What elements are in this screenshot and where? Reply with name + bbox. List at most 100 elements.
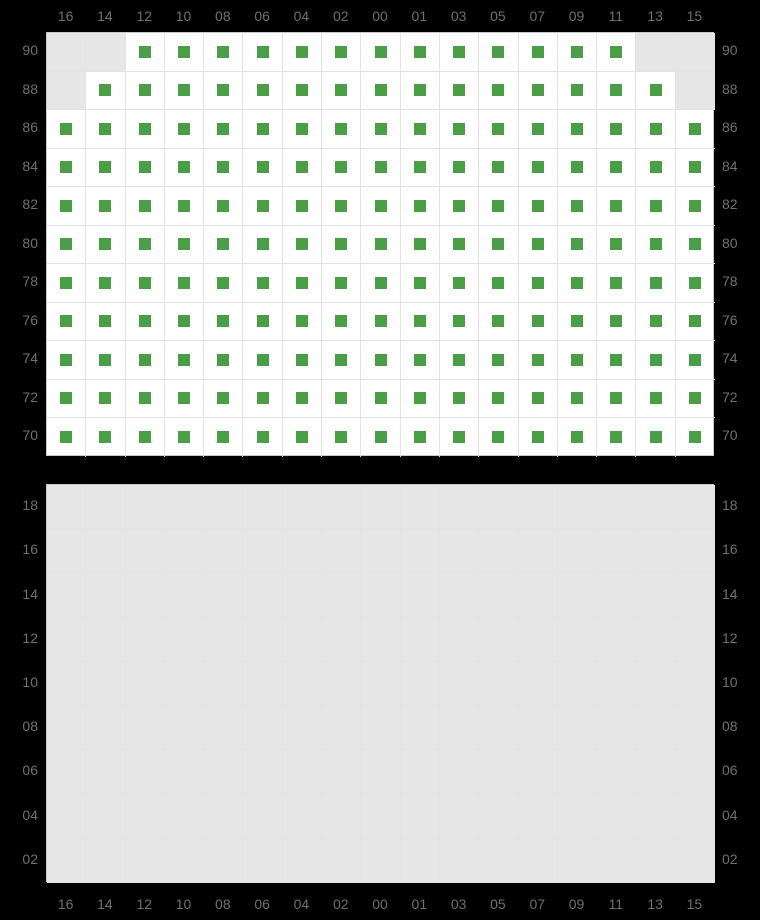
well-cell[interactable] bbox=[86, 33, 125, 72]
well-cell[interactable] bbox=[597, 264, 636, 303]
well-cell[interactable] bbox=[479, 418, 518, 457]
well-cell[interactable] bbox=[243, 618, 282, 662]
well-cell[interactable] bbox=[322, 662, 361, 706]
well-cell[interactable] bbox=[283, 418, 322, 457]
well-cell[interactable] bbox=[47, 418, 86, 457]
well-cell[interactable] bbox=[636, 839, 675, 883]
well-cell[interactable] bbox=[243, 380, 282, 419]
well-cell[interactable] bbox=[597, 662, 636, 706]
well-cell[interactable] bbox=[204, 573, 243, 617]
well-cell[interactable] bbox=[204, 303, 243, 342]
well-cell[interactable] bbox=[401, 839, 440, 883]
well-cell[interactable] bbox=[86, 380, 125, 419]
well-cell[interactable] bbox=[165, 618, 204, 662]
well-cell[interactable] bbox=[283, 226, 322, 265]
well-cell[interactable] bbox=[401, 187, 440, 226]
well-cell[interactable] bbox=[519, 794, 558, 838]
well-cell[interactable] bbox=[165, 303, 204, 342]
well-cell[interactable] bbox=[126, 303, 165, 342]
well-cell[interactable] bbox=[47, 187, 86, 226]
well-cell[interactable] bbox=[283, 187, 322, 226]
well-cell[interactable] bbox=[361, 794, 400, 838]
well-cell[interactable] bbox=[361, 573, 400, 617]
well-cell[interactable] bbox=[243, 750, 282, 794]
well-cell[interactable] bbox=[519, 706, 558, 750]
well-cell[interactable] bbox=[283, 662, 322, 706]
well-cell[interactable] bbox=[558, 72, 597, 111]
well-cell[interactable] bbox=[401, 573, 440, 617]
well-cell[interactable] bbox=[126, 839, 165, 883]
well-cell[interactable] bbox=[597, 187, 636, 226]
well-cell[interactable] bbox=[558, 529, 597, 573]
well-cell[interactable] bbox=[322, 226, 361, 265]
well-cell[interactable] bbox=[361, 485, 400, 529]
well-cell[interactable] bbox=[636, 303, 675, 342]
well-cell[interactable] bbox=[440, 72, 479, 111]
well-cell[interactable] bbox=[479, 149, 518, 188]
well-cell[interactable] bbox=[479, 341, 518, 380]
well-cell[interactable] bbox=[440, 380, 479, 419]
well-cell[interactable] bbox=[47, 662, 86, 706]
well-cell[interactable] bbox=[597, 529, 636, 573]
well-cell[interactable] bbox=[401, 380, 440, 419]
well-cell[interactable] bbox=[86, 794, 125, 838]
well-cell[interactable] bbox=[597, 226, 636, 265]
well-cell[interactable] bbox=[204, 794, 243, 838]
well-cell[interactable] bbox=[519, 264, 558, 303]
well-cell[interactable] bbox=[126, 529, 165, 573]
well-cell[interactable] bbox=[361, 380, 400, 419]
well-cell[interactable] bbox=[597, 341, 636, 380]
well-cell[interactable] bbox=[47, 33, 86, 72]
well-cell[interactable] bbox=[479, 529, 518, 573]
well-cell[interactable] bbox=[86, 110, 125, 149]
well-cell[interactable] bbox=[636, 485, 675, 529]
well-cell[interactable] bbox=[165, 33, 204, 72]
well-cell[interactable] bbox=[479, 794, 518, 838]
well-cell[interactable] bbox=[597, 380, 636, 419]
well-cell[interactable] bbox=[519, 380, 558, 419]
well-cell[interactable] bbox=[676, 485, 715, 529]
well-cell[interactable] bbox=[165, 341, 204, 380]
well-cell[interactable] bbox=[165, 573, 204, 617]
well-cell[interactable] bbox=[558, 149, 597, 188]
well-cell[interactable] bbox=[597, 706, 636, 750]
well-cell[interactable] bbox=[322, 839, 361, 883]
well-cell[interactable] bbox=[283, 529, 322, 573]
well-cell[interactable] bbox=[283, 110, 322, 149]
well-cell[interactable] bbox=[165, 226, 204, 265]
well-cell[interactable] bbox=[440, 750, 479, 794]
well-cell[interactable] bbox=[126, 110, 165, 149]
well-cell[interactable] bbox=[47, 149, 86, 188]
well-cell[interactable] bbox=[519, 618, 558, 662]
well-cell[interactable] bbox=[361, 187, 400, 226]
well-cell[interactable] bbox=[440, 839, 479, 883]
well-cell[interactable] bbox=[165, 706, 204, 750]
well-cell[interactable] bbox=[597, 33, 636, 72]
well-cell[interactable] bbox=[401, 226, 440, 265]
well-cell[interactable] bbox=[165, 529, 204, 573]
well-cell[interactable] bbox=[126, 187, 165, 226]
well-cell[interactable] bbox=[361, 226, 400, 265]
well-cell[interactable] bbox=[440, 794, 479, 838]
well-cell[interactable] bbox=[519, 226, 558, 265]
well-cell[interactable] bbox=[361, 303, 400, 342]
well-cell[interactable] bbox=[165, 264, 204, 303]
well-cell[interactable] bbox=[479, 839, 518, 883]
well-cell[interactable] bbox=[440, 706, 479, 750]
well-cell[interactable] bbox=[676, 839, 715, 883]
well-cell[interactable] bbox=[519, 750, 558, 794]
well-cell[interactable] bbox=[283, 264, 322, 303]
well-cell[interactable] bbox=[519, 149, 558, 188]
well-cell[interactable] bbox=[597, 794, 636, 838]
well-cell[interactable] bbox=[676, 750, 715, 794]
well-cell[interactable] bbox=[47, 110, 86, 149]
well-cell[interactable] bbox=[204, 72, 243, 111]
well-cell[interactable] bbox=[322, 485, 361, 529]
well-cell[interactable] bbox=[636, 72, 675, 111]
well-cell[interactable] bbox=[597, 485, 636, 529]
well-cell[interactable] bbox=[361, 618, 400, 662]
well-cell[interactable] bbox=[47, 794, 86, 838]
well-cell[interactable] bbox=[676, 706, 715, 750]
well-cell[interactable] bbox=[519, 187, 558, 226]
well-cell[interactable] bbox=[519, 72, 558, 111]
